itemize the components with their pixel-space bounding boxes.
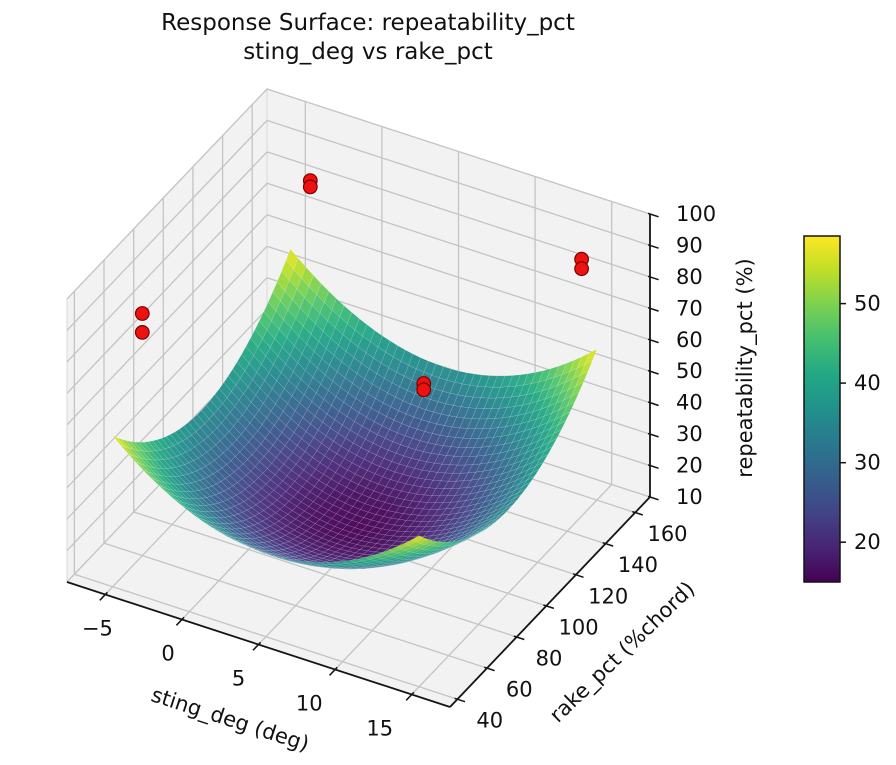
x-tick-label: −5: [82, 616, 113, 640]
data-point: [302, 179, 318, 195]
y-tick-label: 80: [536, 647, 563, 671]
x-tick-label: 0: [161, 641, 174, 665]
y-tick-label: 60: [506, 678, 533, 702]
z-tick-label: 10: [676, 485, 703, 509]
z-tick-label: 20: [676, 454, 703, 478]
z-axis-label: repeatability_pct (%): [733, 258, 758, 477]
colorbar-gradient: [803, 235, 841, 583]
z-tick-label: 80: [676, 265, 703, 289]
chart-title-line1: Response Surface: repeatability_pct: [161, 10, 575, 36]
colorbar-tick-label: 40: [854, 371, 881, 395]
data-point: [134, 306, 150, 321]
z-tick-label: 40: [676, 391, 703, 415]
data-point: [574, 261, 589, 277]
chart-title-line2: sting_deg vs rake_pct: [243, 39, 493, 65]
colorbar-tick-label: 50: [854, 292, 881, 316]
colorbar: 20 30 40 50: [803, 235, 881, 583]
z-tick-label: 50: [676, 359, 703, 383]
z-tick-label: 90: [676, 233, 703, 257]
z-tick-label: 70: [676, 296, 703, 320]
x-tick-label: 10: [296, 691, 323, 715]
colorbar-tick-label: 20: [854, 530, 881, 554]
x-tick-label: 15: [366, 716, 393, 740]
z-tick-label: 100: [676, 202, 716, 226]
colorbar-tick-label: 30: [854, 451, 881, 475]
data-point: [134, 325, 150, 340]
y-tick-label: 160: [647, 522, 687, 546]
x-axis-label: sting_deg (deg): [148, 683, 312, 758]
y-tick-label: 100: [559, 615, 599, 639]
z-tick-label: 30: [676, 422, 703, 446]
x-tick-label: 5: [232, 666, 245, 690]
y-tick-label: 40: [476, 709, 503, 733]
scatter-points: [134, 173, 589, 398]
y-tick-label: 120: [588, 584, 628, 608]
data-point: [416, 382, 432, 398]
y-tick-label: 140: [618, 553, 658, 577]
tick-marks: [99, 212, 659, 703]
z-tick-label: 60: [676, 328, 703, 352]
surface-mesh: [112, 248, 598, 570]
